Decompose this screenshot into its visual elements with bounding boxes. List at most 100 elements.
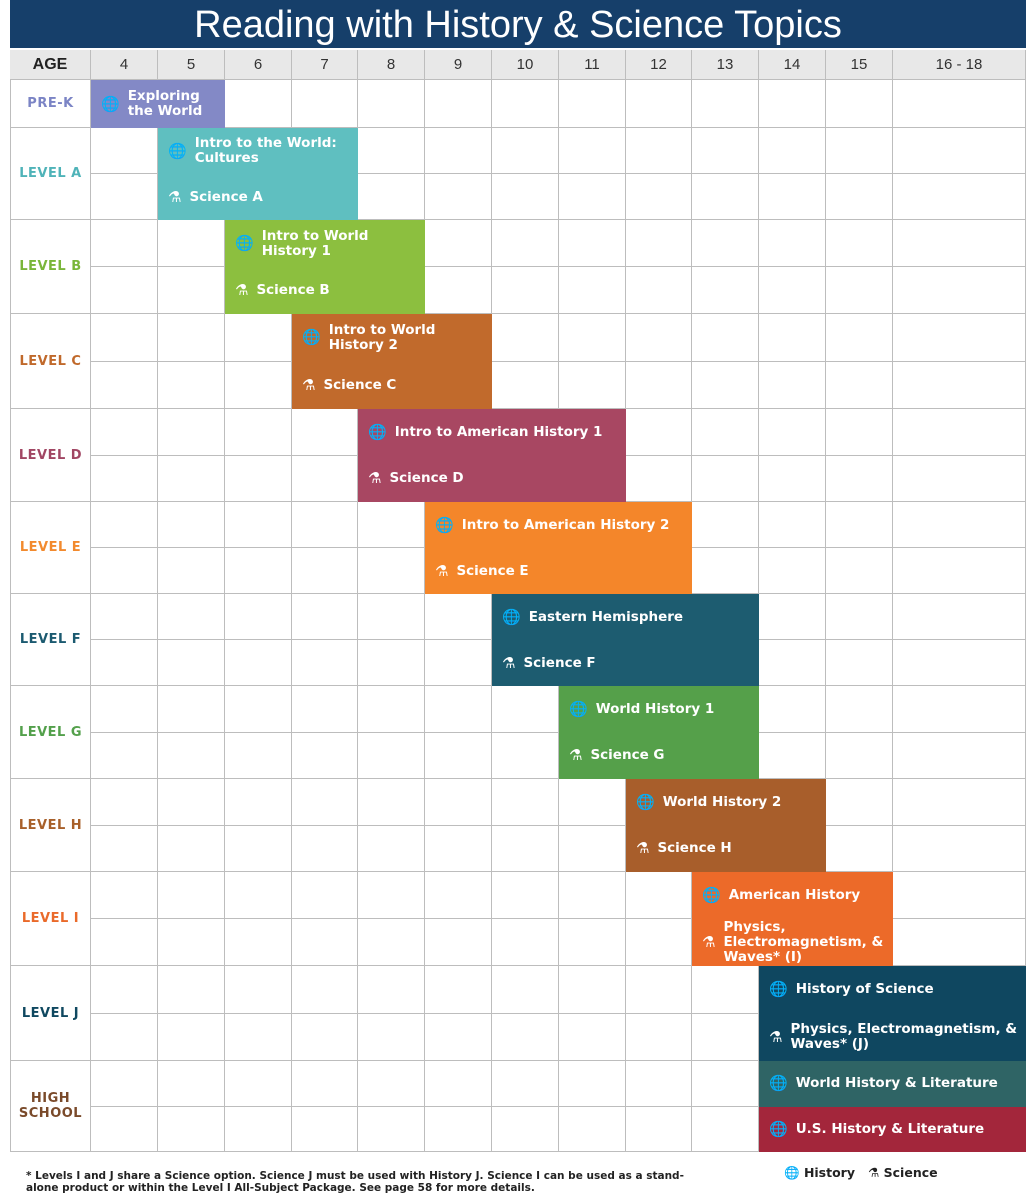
history-course-bar[interactable]: 🌐 Intro to the World: Cultures xyxy=(158,128,358,174)
grid-cell xyxy=(826,267,893,314)
grid-cell xyxy=(158,686,225,733)
grid-cell xyxy=(425,1106,492,1152)
science-course-bar[interactable]: ⚗ Science H xyxy=(626,825,826,872)
grid-cell xyxy=(292,640,358,686)
globe-icon: 🌐 xyxy=(702,886,721,904)
course-name: Science E xyxy=(456,562,529,579)
grid-cell xyxy=(492,966,559,1014)
grid-cell xyxy=(425,825,492,872)
history-course-bar[interactable]: 🌐 World History 2 xyxy=(626,779,826,826)
grid-cell xyxy=(225,640,292,686)
course-name: Intro to American History 1 xyxy=(394,423,603,440)
grid-cell xyxy=(425,732,492,779)
grid-cell xyxy=(759,732,826,779)
grid-cell xyxy=(559,966,626,1014)
grid-cell xyxy=(692,80,759,128)
age-header: AGE xyxy=(10,50,91,80)
grid-cell xyxy=(358,966,425,1014)
grid-cell xyxy=(492,686,559,733)
grid-cell xyxy=(358,548,425,594)
grid-cell xyxy=(559,267,626,314)
history-course-bar[interactable]: 🌐 World History 1 xyxy=(559,686,759,733)
grid-cell xyxy=(91,174,158,220)
grid-cell xyxy=(91,594,158,640)
grid-cell xyxy=(826,502,893,548)
grid-cell xyxy=(826,825,893,872)
grid-cell xyxy=(826,732,893,779)
level-label: LEVEL E xyxy=(10,502,91,594)
grid-cell xyxy=(225,502,292,548)
science-course-bar[interactable]: ⚗ Science A xyxy=(158,174,358,220)
history-course-bar[interactable]: 🌐 World History & Literature xyxy=(759,1061,1026,1107)
grid-cell xyxy=(492,128,559,174)
grid-cell xyxy=(692,220,759,267)
grid-cell xyxy=(559,779,626,826)
grid-cell xyxy=(358,594,425,640)
grid-cell xyxy=(893,128,1026,174)
grid-cell xyxy=(225,686,292,733)
grid-cell xyxy=(358,825,425,872)
grid-cell xyxy=(559,174,626,220)
history-course-bar[interactable]: 🌐 Exploring the World xyxy=(91,80,225,128)
age-column-header: 16 - 18 xyxy=(893,50,1026,80)
science-course-bar[interactable]: ⚗ Science G xyxy=(559,732,759,779)
grid-cell xyxy=(425,128,492,174)
grid-cell xyxy=(759,128,826,174)
grid-cell xyxy=(358,779,425,826)
history-course-bar[interactable]: 🌐 Intro to American History 1 xyxy=(358,409,626,456)
grid-cell xyxy=(358,80,425,128)
grid-cell xyxy=(91,1061,158,1107)
globe-icon: 🌐 xyxy=(368,422,387,441)
science-course-bar[interactable]: ⚗ Science F xyxy=(492,640,759,686)
grid-cell xyxy=(158,1106,225,1152)
grid-cell xyxy=(492,174,559,220)
science-course-bar[interactable]: ⚗ Science C xyxy=(292,361,492,409)
course-name: Intro to American History 2 xyxy=(461,516,670,533)
level-label: PRE-K xyxy=(10,80,91,128)
grid-cell xyxy=(425,594,492,640)
globe-icon: 🌐 xyxy=(784,1165,800,1180)
grid-cell xyxy=(158,502,225,548)
grid-cell xyxy=(893,267,1026,314)
science-course-bar[interactable]: ⚗ Science B xyxy=(225,267,425,314)
course-name: Eastern Hemisphere xyxy=(528,608,684,625)
science-course-bar[interactable]: ⚗ Physics, Electromagnetism, & Waves* (J) xyxy=(759,1013,1026,1061)
grid-cell xyxy=(158,594,225,640)
grid-cell xyxy=(692,1013,759,1061)
science-course-bar[interactable]: ⚗ Science E xyxy=(425,548,692,594)
grid-cell xyxy=(91,779,158,826)
grid-cell xyxy=(158,314,225,362)
science-course-bar[interactable]: ⚗ Science D xyxy=(358,455,626,502)
grid-cell xyxy=(158,919,225,966)
history-course-bar[interactable]: 🌐 Eastern Hemisphere xyxy=(492,594,759,640)
grid-cell xyxy=(626,267,692,314)
history-course-bar[interactable]: 🌐 Intro to World History 2 xyxy=(292,314,492,362)
grid-cell xyxy=(492,732,559,779)
grid-cell xyxy=(91,825,158,872)
grid-cell xyxy=(225,919,292,966)
history-course-bar[interactable]: 🌐 History of Science xyxy=(759,966,1026,1014)
globe-icon: 🌐 xyxy=(569,699,588,718)
science-course-bar[interactable]: ⚗ Physics, Electromagnetism, & Waves* (I) xyxy=(692,919,893,966)
history-course-bar[interactable]: 🌐 American History xyxy=(692,872,893,919)
age-column-header: 13 xyxy=(692,50,759,80)
level-label: LEVEL C xyxy=(10,314,91,409)
grid-cell xyxy=(91,966,158,1014)
grid-cell xyxy=(225,80,292,128)
footnote: * Levels I and J share a Science option.… xyxy=(26,1170,684,1194)
grid-cell xyxy=(759,686,826,733)
grid-cell xyxy=(759,409,826,456)
flask-icon: ⚗ xyxy=(435,561,449,580)
grid-cell xyxy=(358,686,425,733)
history-course-bar[interactable]: 🌐 Intro to World History 1 xyxy=(225,220,425,267)
history-course-bar[interactable]: 🌐 U.S. History & Literature xyxy=(759,1106,1026,1152)
grid-cell xyxy=(91,732,158,779)
grid-cell xyxy=(158,825,225,872)
globe-icon: 🌐 xyxy=(636,792,655,811)
history-course-bar[interactable]: 🌐 Intro to American History 2 xyxy=(425,502,692,548)
flask-icon: ⚗ xyxy=(502,653,516,672)
grid-cell xyxy=(425,80,492,128)
grid-cell xyxy=(358,174,425,220)
legend: 🌐 History ⚗ Science xyxy=(784,1165,938,1181)
